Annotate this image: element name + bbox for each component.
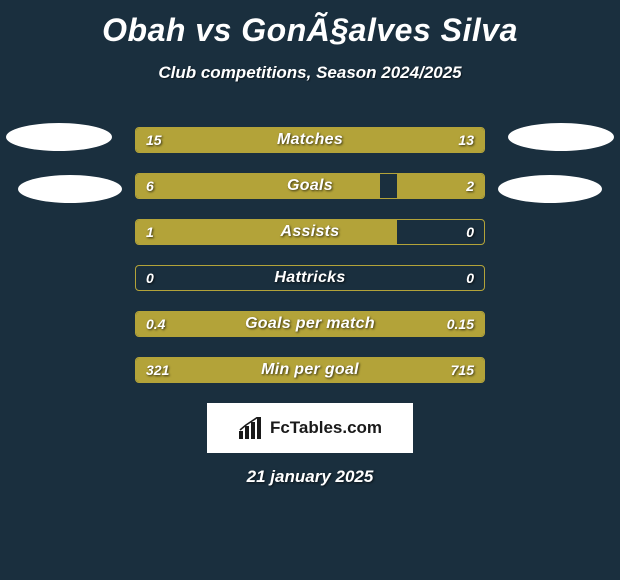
stat-value-right: 715 [451, 358, 474, 382]
stat-row-goals: 6 Goals 2 [135, 173, 485, 199]
stat-row-goals-per-match: 0.4 Goals per match 0.15 [135, 311, 485, 337]
stat-label: Min per goal [136, 358, 484, 382]
stat-row-matches: 15 Matches 13 [135, 127, 485, 153]
stat-label: Hattricks [136, 266, 484, 290]
signal-icon [238, 417, 264, 439]
stat-value-right: 0 [466, 266, 474, 290]
player-right-avatar-1 [508, 123, 614, 151]
stats-container: 15 Matches 13 6 Goals 2 1 Assists 0 0 Ha… [135, 127, 485, 383]
logo-text: FcTables.com [270, 418, 382, 438]
stat-label: Goals per match [136, 312, 484, 336]
stat-value-right: 2 [466, 174, 474, 198]
date-text: 21 january 2025 [0, 467, 620, 487]
stat-label: Goals [136, 174, 484, 198]
stat-row-hattricks: 0 Hattricks 0 [135, 265, 485, 291]
stat-value-right: 0.15 [447, 312, 474, 336]
logo-box: FcTables.com [207, 403, 413, 453]
stat-label: Matches [136, 128, 484, 152]
stat-value-right: 13 [458, 128, 474, 152]
player-left-avatar-1 [6, 123, 112, 151]
stat-row-assists: 1 Assists 0 [135, 219, 485, 245]
stat-row-min-per-goal: 321 Min per goal 715 [135, 357, 485, 383]
player-left-avatar-2 [18, 175, 122, 203]
stat-value-right: 0 [466, 220, 474, 244]
subtitle: Club competitions, Season 2024/2025 [0, 63, 620, 83]
page-title: Obah vs GonÃ§alves Silva [0, 0, 620, 49]
stat-label: Assists [136, 220, 484, 244]
player-right-avatar-2 [498, 175, 602, 203]
